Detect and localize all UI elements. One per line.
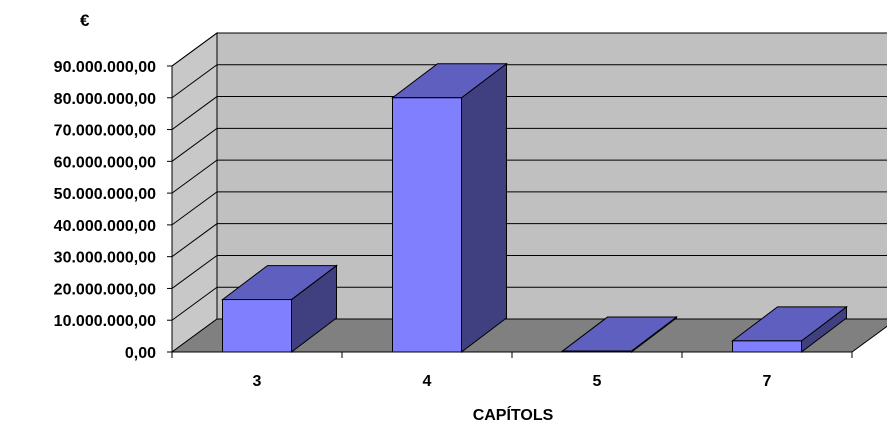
y-tick-label: 20.000.000,00 — [54, 281, 156, 298]
y-tick-label: 80.000.000,00 — [54, 91, 156, 108]
y-tick-label: 30.000.000,00 — [54, 250, 156, 267]
bar-front — [732, 340, 802, 353]
y-tick-label: 60.000.000,00 — [54, 154, 156, 171]
gridline — [171, 96, 887, 130]
y-tick-labels: 0,00 10.000.000,00 20.000.000,00 30.000.000… — [54, 59, 156, 362]
gridlines — [171, 32, 887, 321]
gridline — [171, 286, 887, 321]
gridline — [171, 254, 887, 289]
axes — [167, 65, 853, 358]
y-tick-label: 50.000.000,00 — [54, 186, 156, 203]
gridline — [171, 64, 887, 99]
gridline — [171, 223, 887, 258]
gridline — [171, 127, 887, 162]
y-tick-label: 0,00 — [125, 345, 156, 362]
x-tick-label: 4 — [423, 373, 432, 390]
gridline — [171, 191, 887, 226]
y-tick-label: 40.000.000,00 — [54, 218, 156, 235]
x-axis-label: CAPÍTOLS — [473, 405, 554, 424]
gridline — [171, 159, 887, 194]
bar-front — [222, 299, 292, 353]
x-tick-label: 3 — [253, 373, 262, 390]
y-tick-label: 70.000.000,00 — [54, 123, 156, 140]
bar-4 — [391, 62, 508, 354]
bar-front — [392, 97, 462, 353]
gridline — [171, 32, 887, 67]
y-axis-label: € — [80, 11, 90, 30]
x-tick-labels: 3 4 5 7 — [253, 373, 772, 390]
y-tick-label: 10.000.000,00 — [54, 313, 156, 330]
chart-walls — [170, 32, 887, 353]
bars — [221, 62, 848, 354]
x-tick-label: 5 — [593, 373, 602, 390]
x-tick-label: 7 — [763, 373, 772, 390]
y-tick-label: 90.000.000,00 — [54, 59, 156, 76]
bar-side — [461, 62, 507, 354]
